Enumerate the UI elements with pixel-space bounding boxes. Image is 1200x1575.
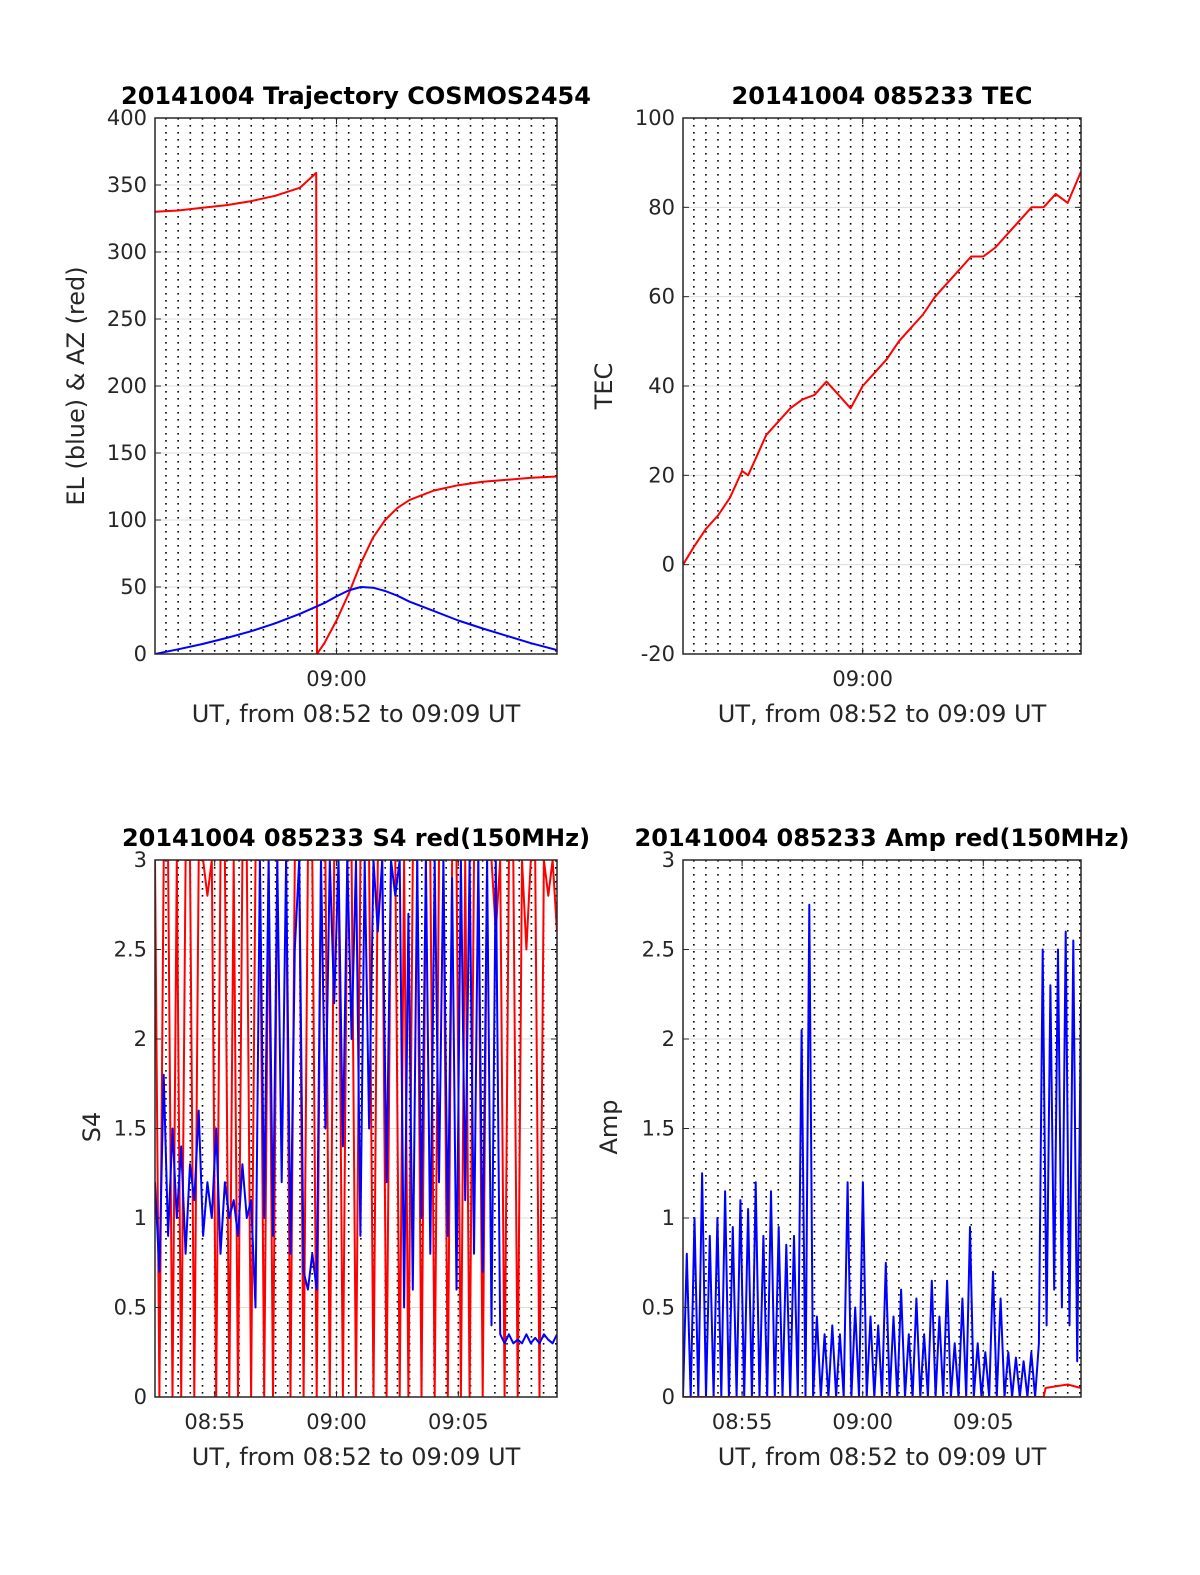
x-tick-label: 09:00 [306, 1410, 367, 1434]
y-axis-label: TEC [590, 363, 618, 411]
y-tick-label: 3 [134, 848, 147, 872]
chart-title: 20141004 085233 TEC [732, 82, 1033, 110]
series-line [155, 860, 557, 1345]
x-axis-label: UT, from 08:52 to 09:09 UT [192, 700, 521, 728]
series-line [683, 903, 1081, 1397]
y-tick-label: 50 [120, 575, 147, 599]
x-tick-label: 09:00 [306, 667, 367, 691]
y-tick-label: 100 [635, 106, 675, 130]
x-tick-label: 09:05 [428, 1410, 489, 1434]
chart-title: 20141004 085233 Amp red(150MHz) [635, 824, 1130, 852]
y-tick-label: 0 [662, 1385, 675, 1409]
x-axis-label: UT, from 08:52 to 09:09 UT [718, 700, 1047, 728]
chart-trajectory: 20141004 Trajectory COSMOS2454 UT, from … [62, 82, 591, 728]
x-tick-label: 09:05 [953, 1410, 1014, 1434]
y-tick-label: 100 [107, 508, 147, 532]
y-tick-label: 3 [662, 848, 675, 872]
series-line [155, 171, 557, 654]
y-tick-label: -20 [641, 642, 675, 666]
y-tick-label: 2 [662, 1027, 675, 1051]
y-tick-label: 0 [134, 1385, 147, 1409]
x-axis-label: UT, from 08:52 to 09:09 UT [718, 1443, 1047, 1471]
x-tick-label: 08:55 [712, 1410, 773, 1434]
y-tick-label: 300 [107, 240, 147, 264]
y-tick-label: 0 [662, 553, 675, 577]
y-tick-label: 0.5 [114, 1296, 147, 1320]
y-axis-label: S4 [78, 1112, 106, 1143]
x-tick-label: 08:55 [184, 1410, 245, 1434]
series-line [683, 1383, 1081, 1397]
y-tick-label: 0 [134, 642, 147, 666]
y-tick-label: 0.5 [642, 1296, 675, 1320]
chart-amp: 20141004 085233 Amp red(150MHz) UT, from… [595, 824, 1129, 1471]
y-axis-label: EL (blue) & AZ (red) [62, 266, 90, 505]
y-tick-label: 1 [662, 1206, 675, 1230]
chart-title: 20141004 085233 S4 red(150MHz) [122, 824, 590, 852]
y-tick-label: 2.5 [642, 938, 675, 962]
y-tick-label: 80 [648, 195, 675, 219]
series-line [683, 171, 1081, 566]
y-tick-label: 60 [648, 285, 675, 309]
series-line [155, 586, 557, 654]
y-tick-label: 2.5 [114, 938, 147, 962]
y-tick-label: 350 [107, 173, 147, 197]
y-tick-label: 20 [648, 463, 675, 487]
y-axis-label: Amp [595, 1099, 623, 1154]
chart-s4: 20141004 085233 S4 red(150MHz) UT, from … [78, 824, 590, 1471]
y-tick-label: 1 [134, 1206, 147, 1230]
x-tick-label: 09:00 [832, 1410, 893, 1434]
x-tick-label: 09:00 [832, 667, 893, 691]
y-tick-label: 400 [107, 106, 147, 130]
y-tick-label: 40 [648, 374, 675, 398]
y-tick-label: 150 [107, 441, 147, 465]
x-axis-label: UT, from 08:52 to 09:09 UT [192, 1443, 521, 1471]
y-tick-label: 1.5 [114, 1117, 147, 1141]
y-tick-label: 250 [107, 307, 147, 331]
chart-tec: 20141004 085233 TEC UT, from 08:52 to 09… [590, 82, 1082, 728]
y-tick-label: 2 [134, 1027, 147, 1051]
y-tick-label: 200 [107, 374, 147, 398]
y-tick-label: 1.5 [642, 1117, 675, 1141]
chart-title: 20141004 Trajectory COSMOS2454 [121, 82, 591, 110]
